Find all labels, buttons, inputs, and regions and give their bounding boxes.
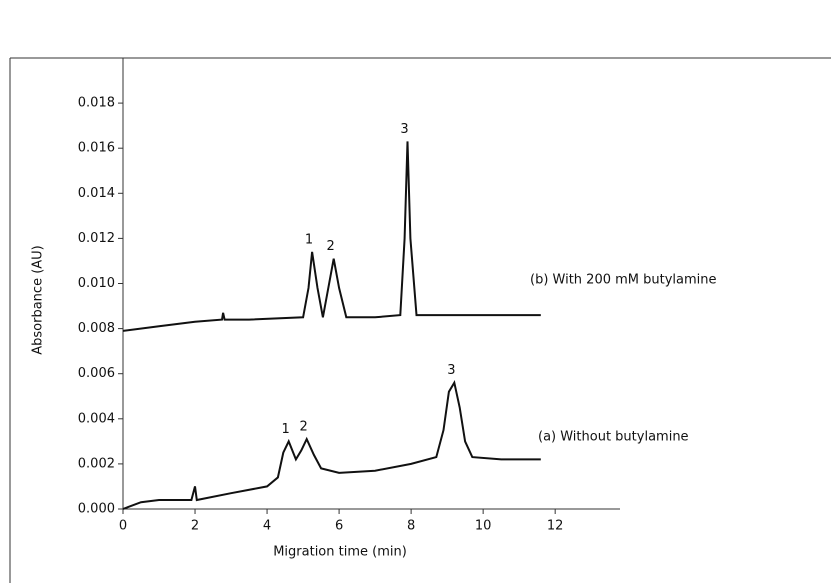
y-tick-label: 0.010 (78, 276, 115, 291)
x-tick-label: 10 (475, 519, 492, 534)
y-tick-label: 0.018 (78, 96, 115, 111)
y-tick-label: 0.004 (78, 411, 115, 426)
series-line (122, 380, 541, 510)
series-line (122, 141, 541, 332)
y-tick-label: 0.002 (78, 456, 115, 471)
y-tick-label: 0.006 (78, 366, 115, 381)
peak-label: 3 (447, 363, 455, 378)
y-tick-label: 0.000 (78, 502, 115, 517)
peak-label: 1 (305, 232, 313, 247)
peak-label: 3 (400, 122, 408, 137)
y-tick-label: 0.014 (78, 186, 115, 201)
x-tick-label: 4 (263, 519, 271, 534)
peak-label: 2 (327, 239, 335, 254)
series-label: (b) With 200 mM butylamine (530, 273, 717, 288)
y-tick-label: 0.016 (78, 141, 115, 156)
series-label: (a) Without butylamine (538, 430, 689, 445)
x-tick-label: 2 (191, 519, 199, 534)
y-tick-label: 0.012 (78, 231, 115, 246)
x-tick-label: 8 (407, 519, 415, 534)
x-tick-label: 6 (335, 519, 343, 534)
peak-label: 2 (300, 420, 308, 435)
peak-label: 1 (282, 422, 290, 437)
x-tick-label: 12 (547, 519, 564, 534)
y-tick-label: 0.008 (78, 321, 115, 336)
x-axis-label: Migration time (min) (273, 545, 407, 560)
y-axis-label: Absorbance (AU) (31, 245, 46, 355)
x-tick-label: 0 (119, 519, 127, 534)
